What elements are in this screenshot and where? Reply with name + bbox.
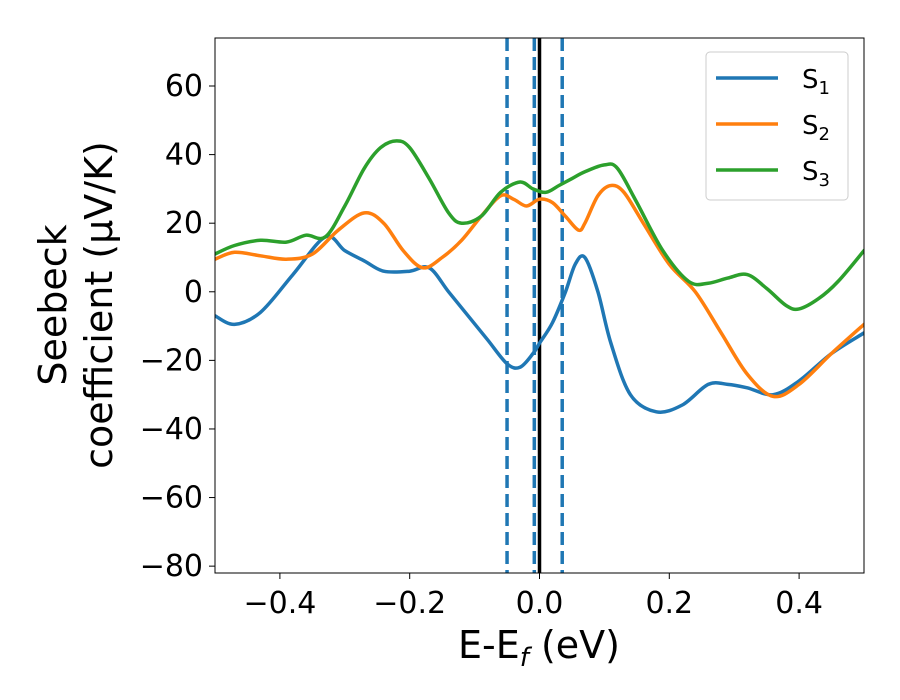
y-tick-label: 20	[165, 206, 203, 241]
x-tick-label: 0.2	[645, 586, 693, 621]
y-tick-label: −60	[140, 481, 203, 516]
y-tick-label: 0	[184, 275, 203, 310]
legend: S1 S2 S3	[705, 51, 849, 201]
x-axis-title-suffix: (eV)	[529, 623, 620, 667]
y-tick-label: 60	[165, 69, 203, 104]
x-tick-label: −0.2	[373, 586, 446, 621]
legend-label-s2: S2	[802, 111, 830, 145]
y-axis-title-line1: Seebeck	[31, 224, 75, 385]
x-tick-label: 0.0	[516, 586, 564, 621]
x-tick-label: −0.4	[243, 586, 316, 621]
series-line-s1	[215, 234, 864, 414]
series-lines	[215, 139, 864, 414]
legend-label-s3: S3	[802, 157, 830, 191]
legend-label-s1: S1	[802, 65, 830, 99]
y-tick-label: 40	[165, 138, 203, 173]
y-axis-title-line2: coefficient (μV/K)	[77, 141, 121, 469]
series-line-s2	[215, 183, 864, 399]
y-axis-title: Seebeck coefficient (μV/K)	[31, 141, 121, 469]
x-axis-title-main: E-E	[458, 623, 520, 667]
series-line-s3	[215, 139, 864, 312]
y-tick-label: −40	[140, 412, 203, 447]
x-axis-title: E-Ef (eV)	[458, 623, 620, 673]
x-axis: −0.4 −0.2 0.0 0.2 0.4	[243, 573, 823, 621]
x-tick-label: 0.4	[775, 586, 823, 621]
y-tick-label: −80	[140, 549, 203, 584]
y-tick-label: −20	[140, 343, 203, 378]
y-axis: −80 −60 −40 −20 0 20 40 60	[140, 69, 215, 584]
legend-box	[705, 51, 849, 201]
reference-lines	[505, 38, 564, 573]
